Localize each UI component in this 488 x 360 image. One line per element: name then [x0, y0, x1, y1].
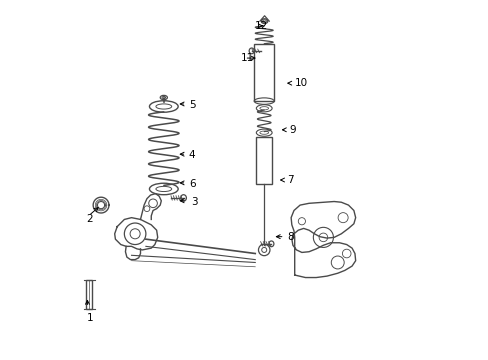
Text: 4: 4	[188, 150, 195, 160]
Bar	[86, 280, 92, 309]
Text: 3: 3	[190, 197, 197, 207]
Text: 7: 7	[287, 175, 294, 185]
Text: 12: 12	[255, 21, 268, 31]
Text: 6: 6	[188, 179, 195, 189]
Bar	[254, 44, 274, 101]
Text: 11: 11	[241, 53, 254, 63]
Text: 9: 9	[289, 125, 295, 135]
Bar	[256, 137, 271, 184]
Text: 8: 8	[287, 232, 294, 242]
Text: 1: 1	[86, 313, 93, 323]
Text: 5: 5	[188, 100, 195, 110]
Text: 10: 10	[294, 78, 307, 88]
Text: 2: 2	[86, 215, 93, 224]
